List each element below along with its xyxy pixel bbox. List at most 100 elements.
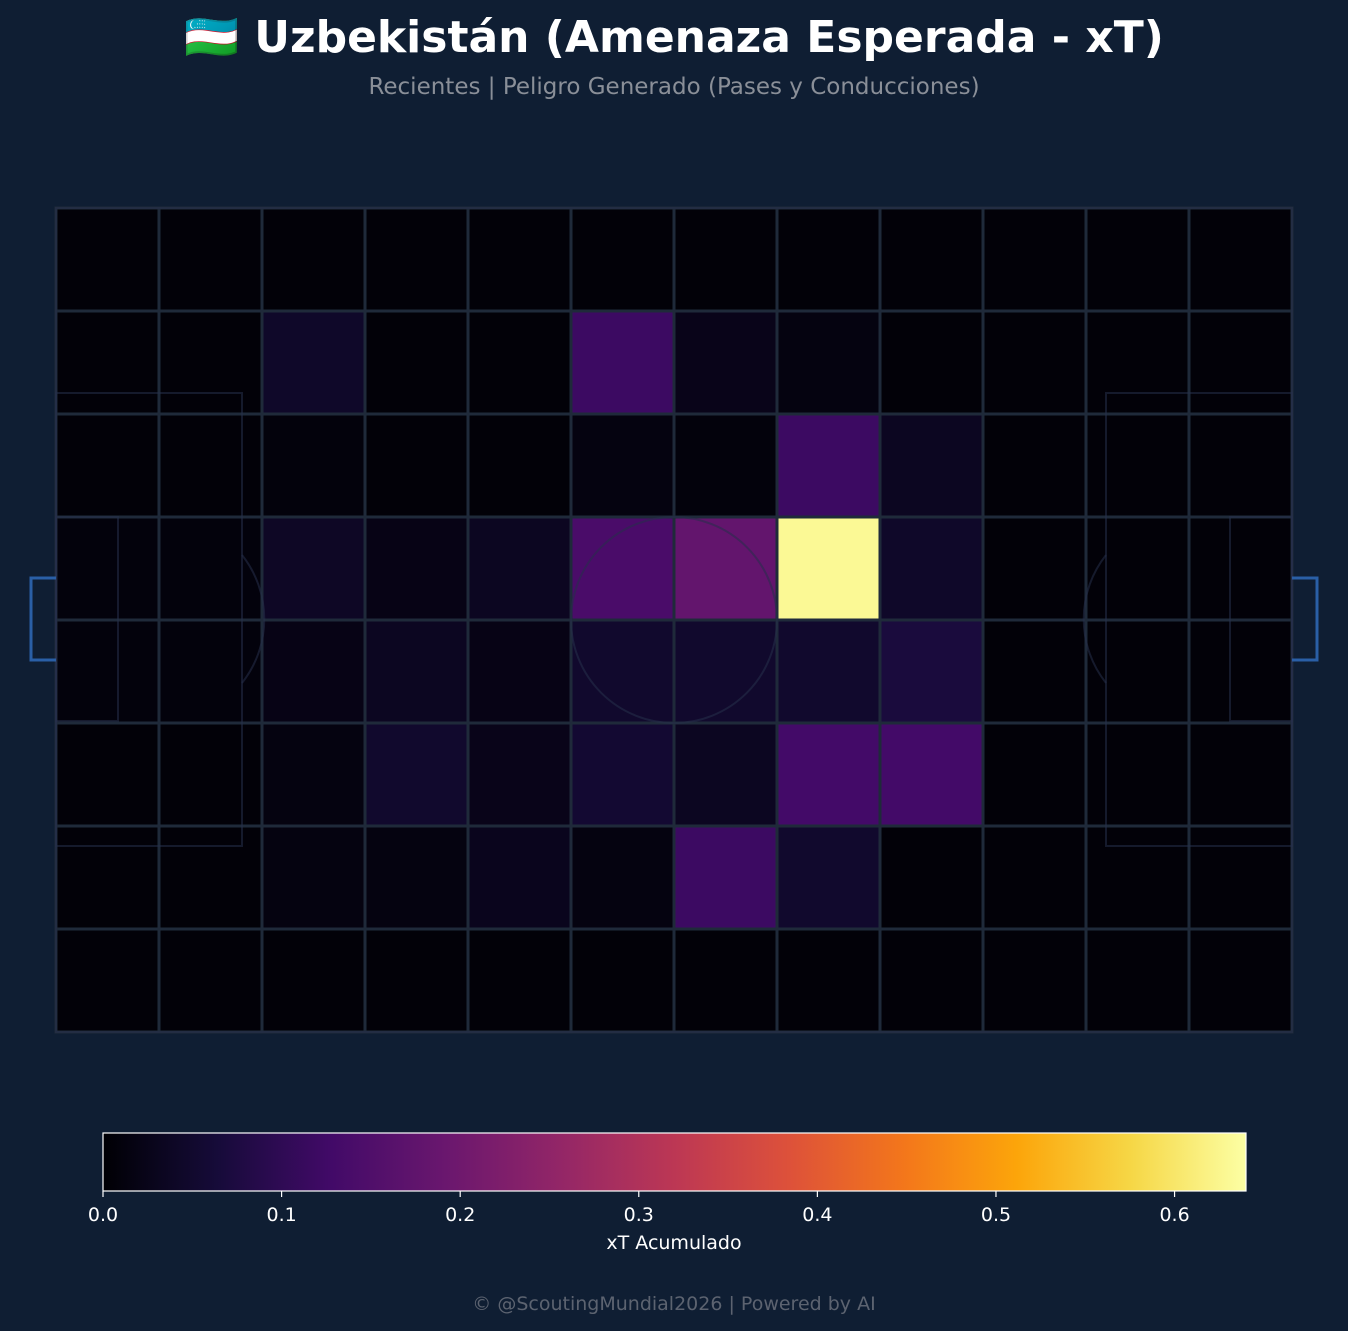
- heatmap-cell: [363, 927, 470, 1034]
- heatmap-cell: [672, 515, 779, 622]
- right-penalty-arc: [1082, 554, 1107, 684]
- heatmap-cell: [878, 412, 985, 519]
- heatmap-cell: [260, 412, 367, 519]
- heatmap-cell: [672, 309, 779, 416]
- heatmap-cell: [1084, 515, 1191, 622]
- heatmap-cell: [981, 824, 1088, 931]
- heatmap-cell: [363, 515, 470, 622]
- heatmap-cell: [1187, 412, 1294, 519]
- heatmap-cell: [54, 515, 161, 622]
- heatmap-cell: [54, 927, 161, 1034]
- heatmap-cell: [878, 206, 985, 313]
- heatmap-cell: [157, 824, 264, 931]
- heatmap-cell: [569, 824, 676, 931]
- chart-title: 🇺🇿 Uzbekistán (Amenaza Esperada - xT): [184, 12, 1164, 63]
- heatmap-cell: [466, 927, 573, 1034]
- heatmap-cell: [157, 515, 264, 622]
- heatmap-cell: [466, 206, 573, 313]
- heatmap-cell: [363, 206, 470, 313]
- heatmap-cell: [672, 721, 779, 828]
- heatmap-cell: [157, 618, 264, 725]
- heatmap-cell: [260, 824, 367, 931]
- heatmap-cell: [363, 412, 470, 519]
- heatmap-cell: [466, 309, 573, 416]
- heatmap-cell: [1187, 927, 1294, 1034]
- heatmap-cell: [775, 824, 882, 931]
- left-penalty-arc: [241, 554, 266, 684]
- heatmap-cell: [569, 927, 676, 1034]
- heatmap-cell: [157, 206, 264, 313]
- heatmap-cell: [569, 206, 676, 313]
- heatmap-cell: [466, 618, 573, 725]
- heatmap-cell: [157, 721, 264, 828]
- heatmap-cell: [363, 309, 470, 416]
- colorbar-tick-label: 0.5: [981, 1204, 1011, 1226]
- heatmap-cell: [981, 515, 1088, 622]
- colorbar-tick-label: 0.2: [445, 1204, 475, 1226]
- pitch-markings: [29, 207, 1319, 1033]
- heatmap-cell: [466, 515, 573, 622]
- heatmap-cell: [54, 206, 161, 313]
- heatmap-cell: [363, 721, 470, 828]
- heatmap-cell: [1187, 515, 1294, 622]
- heatmap-cell: [1084, 309, 1191, 416]
- heatmap-cell: [260, 927, 367, 1034]
- right-six-yard-box: [1229, 516, 1293, 722]
- heatmap-cell: [466, 824, 573, 931]
- heatmap-cell: [569, 412, 676, 519]
- colorbar-gradient: [102, 1132, 1247, 1192]
- heatmap-cell: [878, 721, 985, 828]
- heatmap-cell: [1084, 927, 1191, 1034]
- heatmap-cell: [260, 721, 367, 828]
- heatmap-cell: [569, 309, 676, 416]
- heatmap-cell: [54, 309, 161, 416]
- heatmap-cell: [157, 412, 264, 519]
- heatmap-cells: [54, 206, 1294, 1034]
- footer-credit: © @ScoutingMundial2026 | Powered by AI: [472, 1293, 876, 1315]
- left-six-yard-box: [55, 516, 119, 722]
- colorbar-tick-label: 0.6: [1159, 1204, 1189, 1226]
- heatmap-cell: [569, 721, 676, 828]
- heatmap-cell: [775, 412, 882, 519]
- heatmap-cell: [775, 927, 882, 1034]
- heatmap-cell: [775, 618, 882, 725]
- heatmap-cell: [363, 824, 470, 931]
- heatmap-cell: [775, 515, 882, 622]
- heatmap-cell: [775, 309, 882, 416]
- heatmap-cell: [54, 824, 161, 931]
- heatmap-cell: [1187, 206, 1294, 313]
- heatmap-cell: [672, 618, 779, 725]
- heatmap-cell: [672, 206, 779, 313]
- colorbar-tick-label: 0.4: [802, 1204, 832, 1226]
- heatmap-cell: [672, 824, 779, 931]
- heatmap-cell: [157, 927, 264, 1034]
- heatmap-cell: [981, 618, 1088, 725]
- heatmap-cell: [878, 515, 985, 622]
- heatmap-cell: [1187, 618, 1294, 725]
- heatmap-cell: [363, 618, 470, 725]
- heatmap-cell: [981, 206, 1088, 313]
- heatmap-cell: [1187, 721, 1294, 828]
- heatmap-cell: [1084, 412, 1191, 519]
- heatmap-cell: [260, 618, 367, 725]
- heatmap-cell: [878, 927, 985, 1034]
- heatmap-cell: [878, 309, 985, 416]
- left-goal: [29, 576, 56, 662]
- heatmap-cell: [981, 721, 1088, 828]
- heatmap-cell: [878, 618, 985, 725]
- colorbar-tick-label: 0.0: [88, 1204, 118, 1226]
- heatmap-cell: [569, 515, 676, 622]
- heatmap-cell: [260, 515, 367, 622]
- colorbar-tick-label: 0.1: [266, 1204, 296, 1226]
- heatmap-cell: [54, 618, 161, 725]
- chart-subtitle: Recientes | Peligro Generado (Pases y Co…: [368, 74, 980, 100]
- heatmap-cell: [54, 721, 161, 828]
- heatmap-cell: [54, 412, 161, 519]
- heatmap-cell: [157, 309, 264, 416]
- heatmap-cell: [672, 927, 779, 1034]
- heatmap-cell: [981, 927, 1088, 1034]
- heatmap-cell: [1084, 824, 1191, 931]
- colorbar: 0.0 0.1 0.2 0.3 0.4 0.5 0.6: [88, 1132, 1247, 1226]
- heatmap-cell: [1084, 206, 1191, 313]
